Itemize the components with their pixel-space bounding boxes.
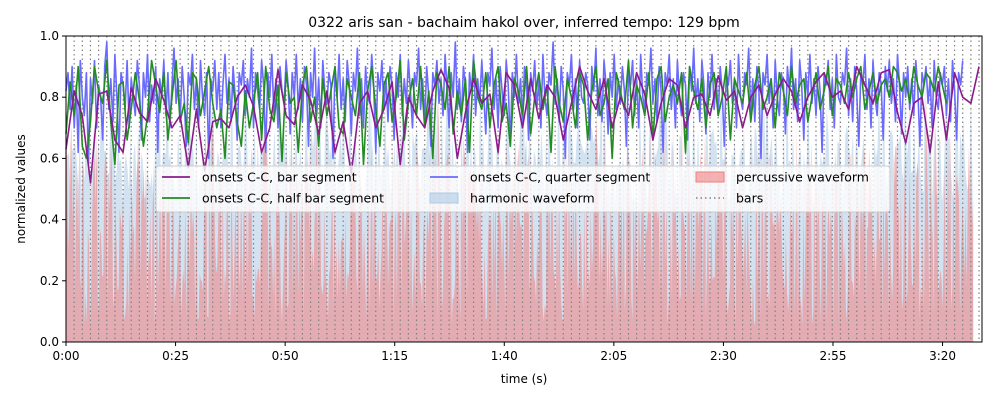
y-tick-label: 0.6: [40, 151, 59, 165]
x-tick-label: 1:15: [381, 349, 408, 363]
plot-frame: [65, 35, 983, 343]
x-tick-label: 2:55: [820, 349, 847, 363]
series-line-1: [65, 59, 948, 166]
legend-label: percussive waveform: [736, 170, 869, 185]
x-tick-label: 0:50: [272, 349, 299, 363]
legend-label: onsets C-C, quarter segment: [470, 170, 650, 185]
legend-swatch: [429, 192, 459, 204]
x-tick-label: 3:20: [929, 349, 956, 363]
y-tick-label: 0.4: [40, 213, 59, 227]
y-tick-label: 0.2: [40, 274, 59, 288]
y-tick-label: 1.0: [40, 29, 59, 43]
y-axis-label: normalized values: [14, 134, 28, 244]
x-tick-label: 1:40: [491, 349, 518, 363]
x-tick-label: 0:00: [53, 349, 80, 363]
x-tick-label: 0:25: [162, 349, 189, 363]
legend-label: onsets C-C, half bar segment: [202, 191, 384, 206]
legend-label: harmonic waveform: [470, 191, 595, 206]
legend-swatch: [695, 171, 725, 183]
legend: onsets C-C, bar segment onsets C-C, half …: [155, 165, 891, 213]
legend-label: onsets C-C, bar segment: [202, 170, 357, 185]
x-tick-label: 2:30: [710, 349, 737, 363]
chart-title: 0322 aris san - bachaim hakol over, infe…: [308, 15, 740, 31]
percussive-waveform-area: [66, 89, 974, 342]
y-axis: 0.0 0.2 0.4 0.6 0.8 1.0: [40, 29, 66, 349]
legend-label: bars: [736, 191, 763, 206]
y-tick-label: 0.8: [40, 90, 59, 104]
y-tick-label: 0.0: [40, 335, 59, 349]
x-axis: 0:00 0:25 0:50 1:15 1:40 2:05 2:30 2:55 3:20: [53, 342, 956, 363]
series-line-0: [65, 65, 980, 184]
x-tick-label: 2:05: [600, 349, 627, 363]
x-axis-label: time (s): [501, 372, 548, 386]
